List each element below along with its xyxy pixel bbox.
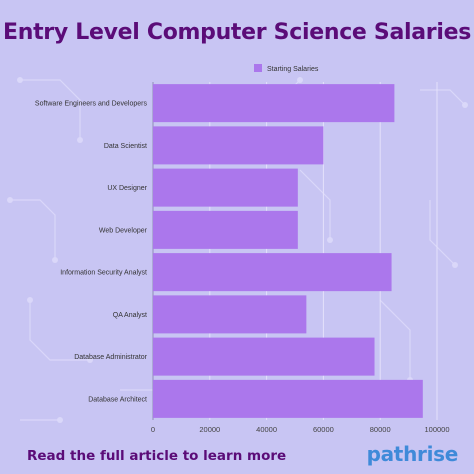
bar[interactable] (153, 253, 392, 292)
bar[interactable] (153, 337, 375, 376)
legend-label: Starting Salaries (267, 66, 319, 73)
y-category-label: Software Engineers and Developers (35, 101, 148, 108)
y-category-label: QA Analyst (113, 312, 147, 319)
y-category-label: Information Security Analyst (60, 270, 147, 277)
bar[interactable] (153, 168, 298, 207)
x-tick-label: 80000 (370, 425, 391, 434)
bar[interactable] (153, 379, 423, 418)
chart-title: Entry Level Computer Science Salaries (2, 20, 471, 45)
x-tick-label: 20000 (199, 425, 220, 434)
footer-cta-text[interactable]: Read the full article to learn more (27, 448, 287, 464)
y-category-label: UX Designer (107, 185, 147, 192)
bar[interactable] (153, 210, 298, 249)
y-category-label: Web Developer (99, 227, 148, 234)
x-tick-label: 60000 (313, 425, 334, 434)
y-category-label: Data Scientist (104, 143, 147, 150)
x-tick-label: 40000 (256, 425, 277, 434)
bar[interactable] (153, 126, 324, 165)
legend-swatch (254, 64, 262, 72)
pathrise-logo: pathrise (366, 442, 459, 466)
bar[interactable] (153, 84, 395, 123)
y-category-label: Database Architect (88, 396, 147, 403)
y-category-label: Database Administrator (74, 354, 147, 361)
x-tick-label: 100000 (424, 425, 449, 434)
x-tick-label: 0 (151, 425, 155, 434)
bar[interactable] (153, 295, 307, 334)
